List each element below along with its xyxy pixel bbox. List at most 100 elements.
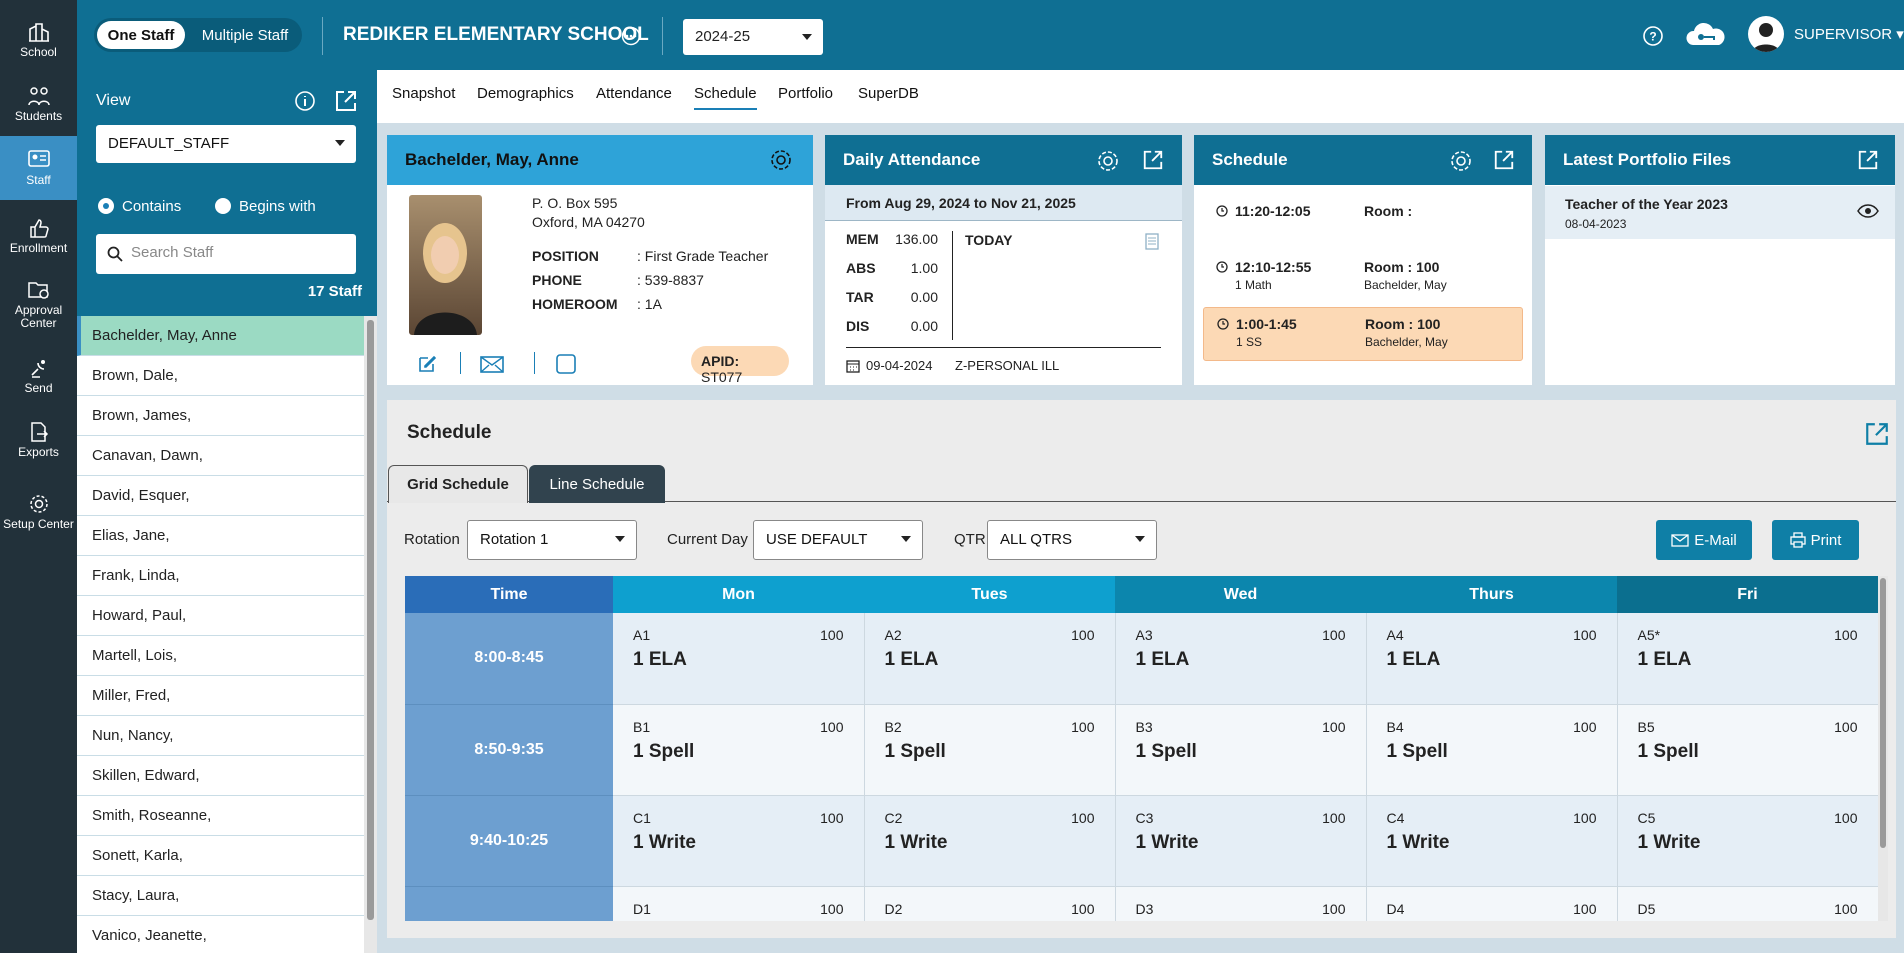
tab-attendance[interactable]: Attendance [596, 85, 672, 102]
grid-class-cell[interactable]: A3 100 1 ELA [1115, 613, 1367, 705]
gear-icon[interactable] [1449, 149, 1473, 173]
more-options-icon[interactable] [621, 26, 641, 46]
staff-list-item[interactable]: Vanico, Jeanette, [77, 916, 364, 953]
staff-list-item[interactable]: Howard, Paul, [77, 596, 364, 636]
external-link-icon[interactable] [1857, 149, 1879, 171]
grid-class-cell[interactable]: C5 100 1 Write [1617, 795, 1878, 887]
email-button[interactable]: E-Mail [1656, 520, 1752, 560]
staff-list-item[interactable]: Brown, James, [77, 396, 364, 436]
qtr-select[interactable]: ALL QTRS [987, 520, 1157, 560]
grid-scrollbar[interactable] [1878, 576, 1888, 921]
grid-class-cell[interactable]: C3 100 1 Write [1115, 795, 1367, 887]
search-staff-input[interactable]: Search Staff [96, 234, 356, 274]
room-number: 100 [1573, 809, 1597, 826]
file-export-icon [30, 422, 48, 442]
grid-class-cell[interactable]: D2 100 [864, 886, 1116, 921]
staff-list-item[interactable]: Bachelder, May, Anne [77, 316, 364, 356]
grid-class-cell[interactable]: D3 100 [1115, 886, 1367, 921]
chevron-down-icon [335, 140, 345, 146]
view-select[interactable]: DEFAULT_STAFF [96, 125, 356, 163]
cloud-key-icon[interactable] [1685, 21, 1727, 49]
staff-list-item[interactable]: Miller, Fred, [77, 676, 364, 716]
grid-class-cell[interactable]: D5 100 [1617, 886, 1878, 921]
grid-class-cell[interactable]: A4 100 1 ELA [1366, 613, 1618, 705]
staff-list-item[interactable]: Canavan, Dawn, [77, 436, 364, 476]
mail-icon[interactable] [480, 356, 504, 373]
staff-list-item[interactable]: Frank, Linda, [77, 556, 364, 596]
grid-class-cell[interactable]: A5* 100 1 ELA [1617, 613, 1878, 705]
staff-list-scrollbar[interactable] [364, 316, 377, 953]
grid-schedule-tab[interactable]: Grid Schedule [388, 465, 528, 503]
eye-icon[interactable] [1857, 203, 1879, 219]
grid-class-cell[interactable]: B4 100 1 Spell [1366, 704, 1618, 796]
nav-approval-center[interactable]: Approval Center [0, 268, 77, 340]
current-day-select[interactable]: USE DEFAULT [753, 520, 923, 560]
school-year-select[interactable]: 2024-25 [683, 19, 823, 55]
grid-class-cell[interactable]: D1 100 [613, 886, 865, 921]
external-link-icon[interactable] [1864, 421, 1890, 447]
grid-class-cell[interactable]: A1 100 1 ELA [613, 613, 865, 705]
line-schedule-tab[interactable]: Line Schedule [529, 465, 665, 503]
tab-demographics[interactable]: Demographics [477, 85, 574, 102]
grid-class-cell[interactable]: C1 100 1 Write [613, 795, 865, 887]
staff-list-item[interactable]: Stacy, Laura, [77, 876, 364, 916]
course-name: 1 Write [1386, 831, 1450, 853]
staff-list-item[interactable]: Nun, Nancy, [77, 716, 364, 756]
document-icon[interactable] [1145, 233, 1159, 250]
schedule-period-item[interactable]: 12:10-12:55 1 Math Room : 100 Bachelder, Ma… [1203, 249, 1523, 297]
avatar[interactable] [1748, 16, 1784, 52]
gear-icon[interactable] [769, 148, 793, 172]
contains-radio[interactable] [98, 198, 114, 214]
external-link-icon[interactable] [334, 89, 358, 113]
school-name[interactable]: REDIKER ELEMENTARY SCHOOL [343, 24, 649, 45]
room-number: 100 [1834, 809, 1858, 826]
portfolio-file-item[interactable]: Teacher of the Year 2023 08-04-2023 [1545, 186, 1895, 239]
grid-class-cell[interactable]: B3 100 1 Spell [1115, 704, 1367, 796]
absence-date: 09-04-2024 [866, 358, 933, 373]
schedule-title: Schedule [407, 422, 492, 443]
grid-class-cell[interactable]: C2 100 1 Write [864, 795, 1116, 887]
tab-portfolio[interactable]: Portfolio [778, 85, 834, 102]
grid-class-cell[interactable]: B1 100 1 Spell [613, 704, 865, 796]
grid-class-cell[interactable]: B5 100 1 Spell [1617, 704, 1878, 796]
multiple-staff-toggle[interactable]: Multiple Staff [201, 26, 289, 44]
svg-text:?: ? [1649, 30, 1656, 44]
staff-list-item[interactable]: Martell, Lois, [77, 636, 364, 676]
nav-send[interactable]: Send [0, 344, 77, 408]
nav-enrollment[interactable]: Enrollment [0, 204, 77, 268]
one-staff-toggle[interactable]: One Staff [97, 21, 185, 49]
room-number: 100 [1071, 900, 1095, 917]
edit-icon[interactable] [417, 354, 437, 374]
schedule-period-item[interactable]: 11:20-12:05 Room : [1203, 193, 1523, 241]
staff-list-item[interactable]: Brown, Dale, [77, 356, 364, 396]
students-icon [27, 87, 50, 106]
external-link-icon[interactable] [1142, 149, 1164, 171]
nav-exports[interactable]: Exports [0, 408, 77, 472]
grid-class-cell[interactable]: C4 100 1 Write [1366, 795, 1618, 887]
nav-staff[interactable]: Staff [0, 136, 77, 200]
tab-snapshot[interactable]: Snapshot [392, 85, 456, 102]
info-icon[interactable] [294, 90, 316, 112]
begins-with-radio[interactable] [215, 198, 231, 214]
nav-school[interactable]: School [0, 8, 77, 72]
schedule-period-item[interactable]: 1:00-1:45 1 SS Room : 100 Bachelder, May [1203, 307, 1523, 361]
gear-icon[interactable] [1096, 149, 1120, 173]
external-link-icon[interactable] [1493, 149, 1515, 171]
grid-class-cell[interactable]: D4 100 [1366, 886, 1618, 921]
tab-superdb[interactable]: SuperDB [858, 85, 919, 102]
staff-list-item[interactable]: Elias, Jane, [77, 516, 364, 556]
grid-class-cell[interactable]: B2 100 1 Spell [864, 704, 1116, 796]
staff-list-item[interactable]: Smith, Roseanne, [77, 796, 364, 836]
help-icon[interactable]: ? [1642, 25, 1664, 47]
tab-schedule[interactable]: Schedule [694, 85, 757, 110]
grid-class-cell[interactable]: A2 100 1 ELA [864, 613, 1116, 705]
rotation-select[interactable]: Rotation 1 [467, 520, 637, 560]
nav-students[interactable]: Students [0, 72, 77, 136]
staff-list-item[interactable]: Skillen, Edward, [77, 756, 364, 796]
staff-list-item[interactable]: David, Esquer, [77, 476, 364, 516]
user-menu[interactable]: SUPERVISOR ▾ [1794, 26, 1904, 43]
staff-list-item[interactable]: Sonett, Karla, [77, 836, 364, 876]
print-button[interactable]: Print [1772, 520, 1859, 560]
checkbox-icon[interactable] [556, 354, 576, 374]
nav-setup-center[interactable]: Setup Center [0, 476, 77, 548]
